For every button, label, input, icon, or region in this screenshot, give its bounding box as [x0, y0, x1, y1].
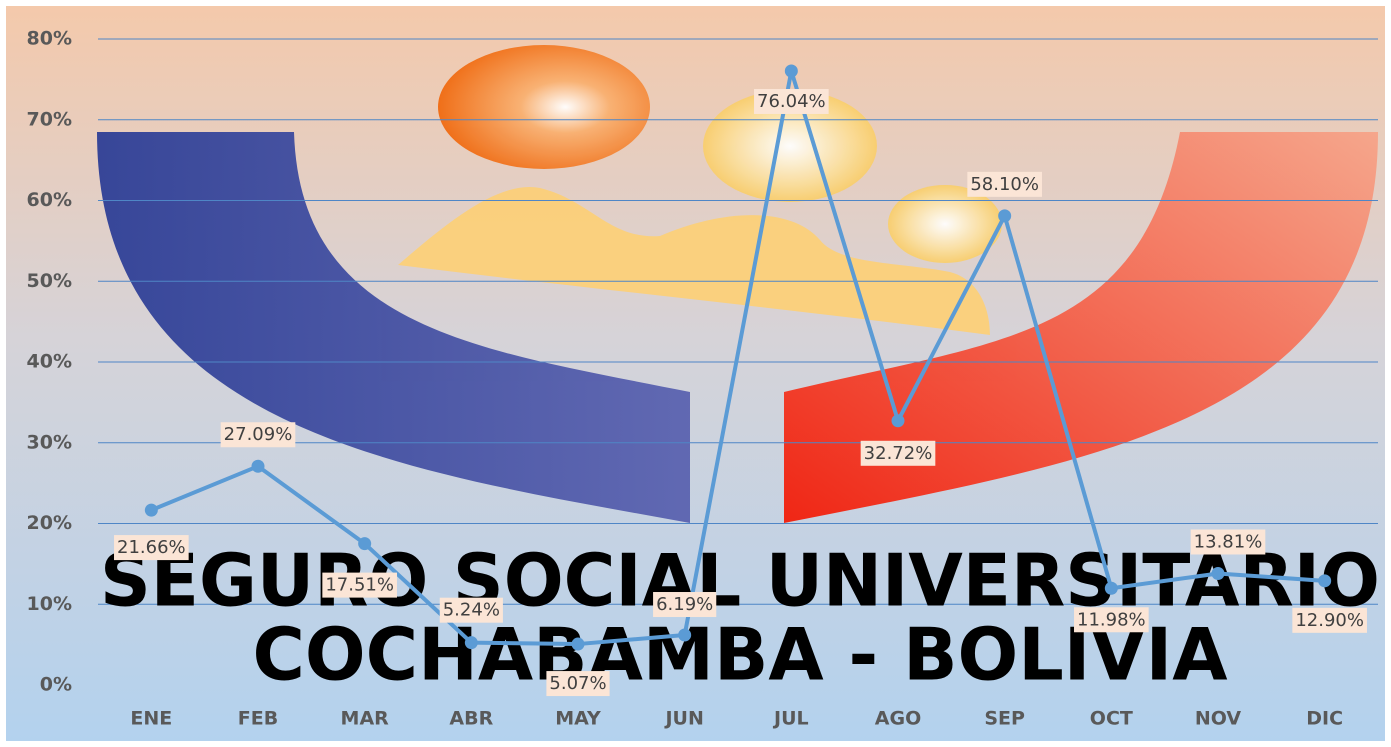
data-label-text: 5.24%: [443, 600, 500, 621]
data-label: 27.09%: [220, 422, 296, 448]
data-label-text: 12.90%: [1295, 610, 1364, 631]
x-tick-label: JUL: [772, 708, 809, 730]
data-label: 5.07%: [546, 671, 610, 697]
data-label: 5.24%: [439, 597, 503, 623]
data-label: 21.66%: [114, 535, 189, 561]
plot: 21.66% 27.09% 17.51% 5.24% 5.07% 6.19% 76.04% 3…: [114, 64, 1367, 697]
data-label-text: 6.19%: [656, 594, 713, 615]
point: [891, 414, 905, 428]
point: [1318, 574, 1332, 588]
point: [784, 64, 798, 78]
data-label-text: 17.51%: [325, 575, 394, 596]
point: [464, 636, 478, 650]
y-tick-label: 60%: [27, 189, 72, 211]
watermark-title: SEGURO SOCIAL UNIVERSITARIO: [100, 539, 1380, 623]
data-label: 76.04%: [754, 88, 829, 114]
x-tick-label: MAR: [341, 708, 390, 730]
data-label-text: 32.72%: [864, 443, 933, 464]
data-label-box: [220, 422, 296, 448]
point: [251, 459, 265, 473]
data-label-box: [1190, 529, 1266, 555]
data-label-box: [1292, 607, 1367, 633]
data-label-box: [114, 535, 189, 561]
data-label-text: 21.66%: [117, 537, 186, 558]
data-label-box: [439, 597, 503, 623]
data-label-box: [653, 592, 717, 618]
data-label-text: 13.81%: [1194, 531, 1263, 552]
x-tick-label: SEP: [984, 708, 1025, 730]
point: [1104, 581, 1118, 595]
y-tick-label: 80%: [27, 28, 72, 50]
point: [358, 537, 372, 551]
data-label: 11.98%: [1074, 607, 1149, 633]
data-label-box: [967, 171, 1042, 197]
x-tick-label: AGO: [875, 708, 921, 730]
logo: [97, 45, 1378, 523]
y-tick-label: 70%: [27, 108, 72, 130]
data-label: 6.19%: [653, 592, 717, 618]
line: [150, 68, 1325, 647]
x-tick-label: MAY: [555, 708, 601, 730]
x-tick-label: ENE: [130, 708, 172, 730]
data-label-box: [322, 572, 397, 598]
y-tick-label: 0%: [40, 674, 72, 696]
y-tick-label: 50%: [27, 270, 72, 292]
data-label-box: [546, 671, 610, 697]
data-label: 32.72%: [860, 440, 936, 466]
x-tick-label: JUN: [663, 708, 703, 730]
data-label-text: 11.98%: [1077, 609, 1146, 630]
y-tick-label: 30%: [27, 431, 72, 453]
point: [998, 209, 1012, 223]
x-tick-label: FEB: [238, 708, 278, 730]
data-label: 17.51%: [322, 572, 397, 598]
y-tick-label: 40%: [27, 351, 72, 373]
data-label-text: 5.07%: [549, 673, 606, 694]
data-label-box: [860, 440, 936, 466]
point: [144, 503, 158, 517]
data-label: 12.90%: [1292, 607, 1367, 633]
data-label-text: 76.04%: [757, 91, 826, 112]
point: [678, 628, 692, 642]
x-tick-label: NOV: [1195, 708, 1242, 730]
data-label: 58.10%: [967, 171, 1042, 197]
data-label-box: [754, 88, 829, 114]
x-tick-label: OCT: [1090, 708, 1133, 730]
data-label-text: 27.09%: [224, 424, 293, 445]
point: [1211, 566, 1225, 580]
data-label-text: 58.10%: [970, 174, 1039, 195]
point: [571, 637, 585, 651]
watermark-subtitle: COCHABAMBA - BOLIVIA: [253, 613, 1228, 697]
y-tick-label: 10%: [27, 593, 72, 615]
x-tick-label: DIC: [1306, 708, 1343, 730]
data-label-box: [1074, 607, 1149, 633]
y-tick-label: 20%: [27, 512, 72, 534]
x-tick-label: ABR: [449, 708, 493, 730]
data-label: 13.81%: [1190, 529, 1266, 555]
